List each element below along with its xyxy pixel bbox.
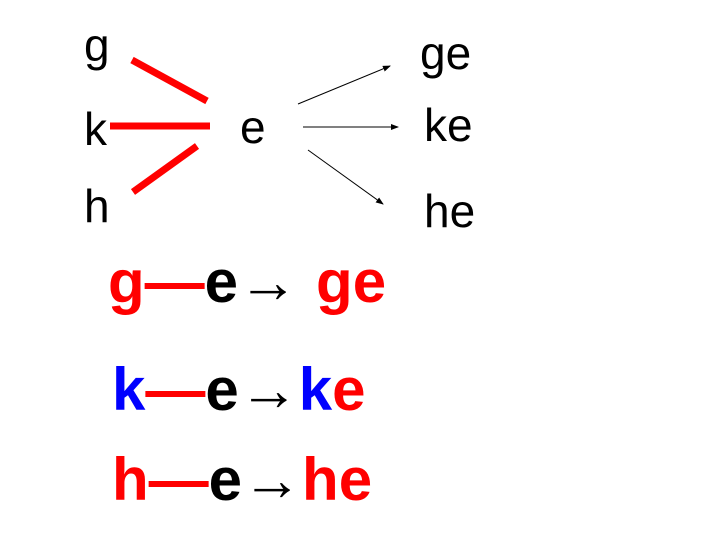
initial-g: g xyxy=(84,19,110,71)
row-arrow: → xyxy=(238,248,299,315)
arrow-to-he xyxy=(307,149,384,205)
row-result-initial: g xyxy=(316,248,353,315)
row-arrow: → xyxy=(238,356,299,423)
row-dash: — xyxy=(145,356,206,423)
connector-g xyxy=(130,56,209,105)
row-result-vowel: e xyxy=(332,356,366,423)
row-result-initial: k xyxy=(298,356,333,423)
initial-h: h xyxy=(84,180,110,232)
row-result-vowel: e xyxy=(352,248,387,315)
row-initial: h xyxy=(112,446,149,513)
initial-k: k xyxy=(84,103,107,155)
row-arrow: → xyxy=(242,446,303,513)
row-result-vowel: e xyxy=(338,446,373,513)
vowel-e: e xyxy=(240,101,266,153)
result-ge: ge xyxy=(420,27,472,79)
row-dash: — xyxy=(148,446,209,513)
row-initial: g xyxy=(108,248,145,315)
result-ke: ke xyxy=(424,99,473,151)
row-initial: k xyxy=(112,356,146,423)
row-vowel: e xyxy=(204,248,239,315)
row-vowel: e xyxy=(208,446,243,513)
arrow-to-ge xyxy=(297,65,391,105)
equation-row-k: k—e→ke xyxy=(112,360,366,420)
result-he: he xyxy=(424,185,476,237)
row-vowel: e xyxy=(205,356,239,423)
equation-row-h: h—e→he xyxy=(112,450,372,510)
connector-h xyxy=(130,143,200,195)
equation-row-g: g—e→ ge xyxy=(108,252,386,312)
row-dash: — xyxy=(144,248,205,315)
row-result-initial: h xyxy=(302,446,339,513)
